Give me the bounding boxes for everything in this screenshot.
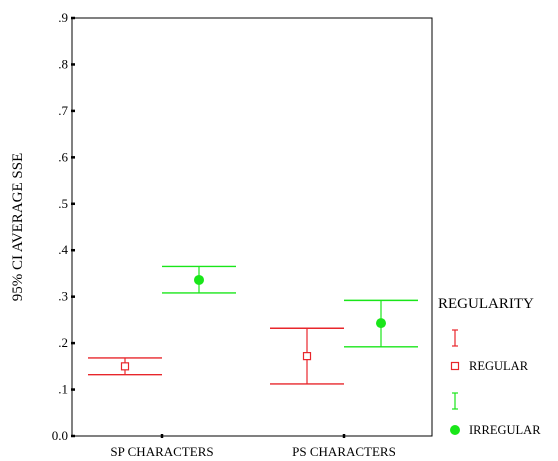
mean-marker (194, 274, 204, 285)
mean-marker (120, 362, 130, 371)
error-bar (88, 357, 162, 376)
legend: REGULARITY REGULAR IRREGULAR (438, 296, 541, 437)
x-axis: SP CHARACTERS PS CHARACTERS (110, 434, 396, 459)
x-tick-label: SP CHARACTERS (110, 444, 213, 459)
legend-label: REGULAR (469, 359, 529, 373)
legend-label: IRREGULAR (469, 423, 541, 437)
series-regular (88, 327, 344, 385)
y-tick-label: .4 (58, 242, 68, 257)
x-tick-label: PS CHARACTERS (292, 444, 396, 459)
mean-marker (376, 318, 386, 329)
legend-marker (450, 361, 460, 371)
series-irregular (162, 265, 418, 348)
y-axis-title: 95% CI AVERAGE SSE (10, 153, 26, 302)
legend-marker (450, 425, 460, 435)
y-tick-label: .6 (58, 149, 68, 164)
y-tick-label: .7 (58, 103, 68, 118)
legend-errorbar-symbol (452, 329, 458, 347)
error-bar (162, 265, 236, 294)
legend-errorbar-symbol (452, 392, 458, 410)
y-tick-label: .1 (58, 382, 68, 397)
y-tick-label: .9 (58, 10, 68, 25)
y-tick-label: .3 (58, 289, 68, 304)
mean-marker (302, 352, 312, 361)
y-tick-label: .2 (58, 335, 68, 350)
error-bar (344, 299, 418, 348)
legend-title: REGULARITY (438, 296, 534, 312)
plot-series (88, 265, 418, 385)
y-tick-label: .8 (58, 56, 68, 71)
plot-frame (71, 17, 433, 437)
error-bar (270, 327, 344, 385)
y-tick-label: .5 (58, 196, 68, 211)
y-tick-label: 0.0 (52, 428, 68, 443)
y-axis: .9 .8 .7 .6 .5 .4 .3 .2 .1 0.0 (52, 10, 75, 443)
